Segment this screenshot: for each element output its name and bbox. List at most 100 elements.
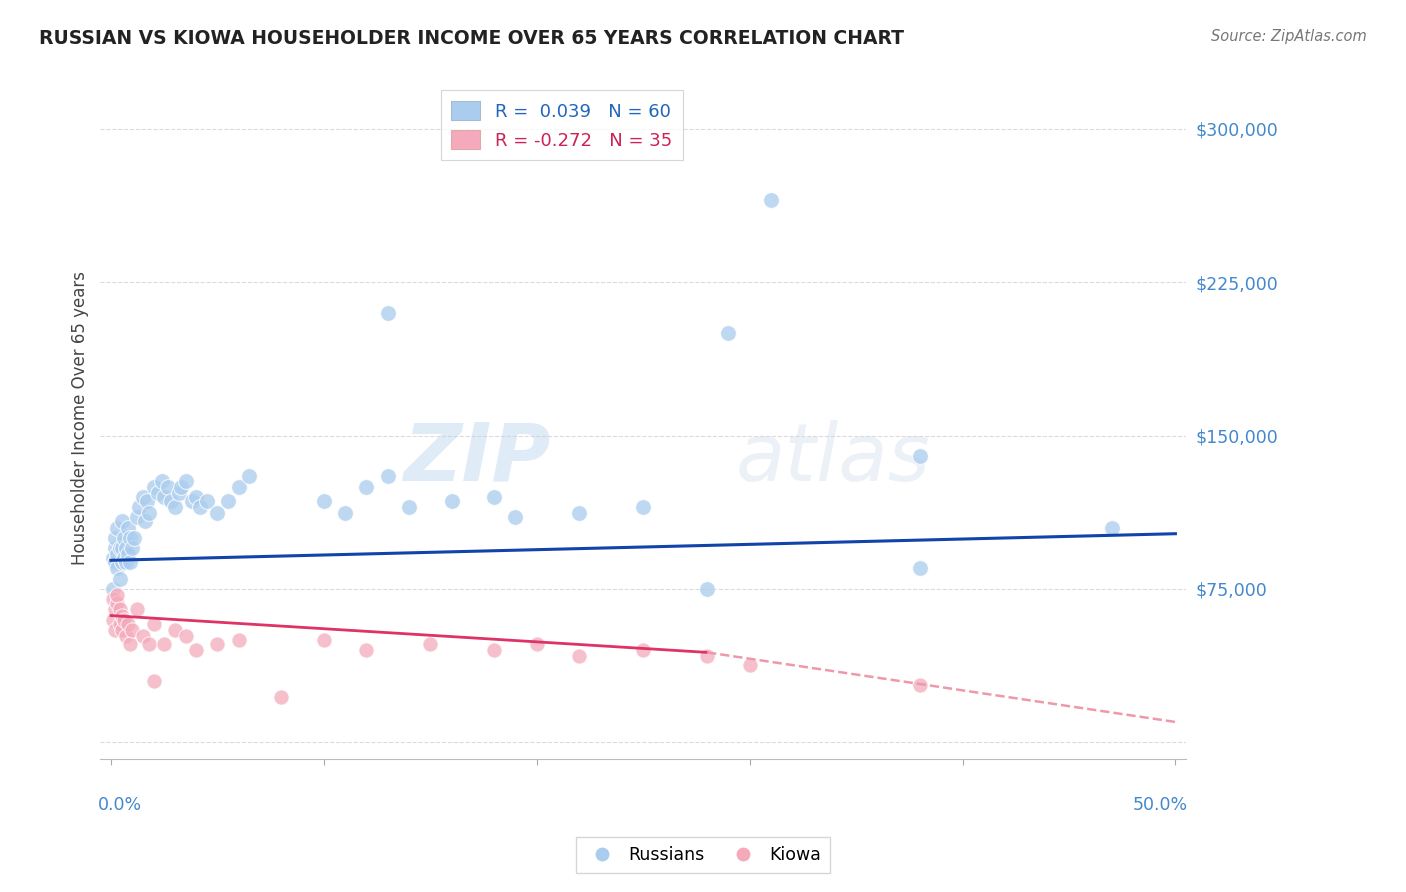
Point: [153, 637, 176, 651]
Point: [377, 306, 399, 320]
Point: [759, 193, 782, 207]
Point: [121, 541, 143, 555]
Point: [908, 678, 931, 692]
Text: Source: ZipAtlas.com: Source: ZipAtlas.com: [1211, 29, 1367, 44]
Point: [482, 490, 505, 504]
Point: [125, 602, 148, 616]
Point: [207, 506, 229, 520]
Text: atlas: atlas: [735, 420, 931, 498]
Point: [195, 494, 218, 508]
Point: [128, 500, 150, 515]
Point: [138, 637, 160, 651]
Point: [356, 643, 378, 657]
Point: [105, 596, 128, 610]
Point: [138, 506, 160, 520]
Point: [238, 469, 260, 483]
Point: [108, 616, 131, 631]
Point: [101, 551, 124, 566]
Point: [150, 474, 173, 488]
Point: [482, 643, 505, 657]
Point: [505, 510, 527, 524]
Point: [190, 500, 212, 515]
Point: [132, 490, 155, 504]
Point: [398, 500, 420, 515]
Text: 0.0%: 0.0%: [98, 797, 142, 814]
Point: [146, 485, 169, 500]
Point: [136, 494, 159, 508]
Point: [108, 602, 131, 616]
Y-axis label: Householder Income Over 65 years: Householder Income Over 65 years: [72, 271, 89, 566]
Point: [105, 588, 128, 602]
Point: [312, 494, 335, 508]
Point: [111, 608, 134, 623]
Point: [142, 673, 165, 688]
Text: ZIP: ZIP: [404, 420, 551, 498]
Point: [124, 531, 146, 545]
Point: [104, 602, 127, 616]
Point: [312, 633, 335, 648]
Point: [101, 592, 124, 607]
Point: [186, 643, 208, 657]
Point: [104, 623, 127, 637]
Point: [101, 582, 124, 596]
Point: [108, 541, 131, 555]
Point: [228, 480, 250, 494]
Point: [105, 561, 128, 575]
Point: [104, 531, 127, 545]
Point: [125, 510, 148, 524]
Point: [186, 490, 208, 504]
Point: [568, 649, 591, 664]
Point: [142, 480, 165, 494]
Legend: Russians, Kiowa: Russians, Kiowa: [576, 838, 830, 872]
Point: [111, 541, 134, 555]
Point: [163, 623, 186, 637]
Point: [631, 643, 654, 657]
Point: [120, 637, 142, 651]
Point: [440, 494, 463, 508]
Legend: R =  0.039   N = 60, R = -0.272   N = 35: R = 0.039 N = 60, R = -0.272 N = 35: [440, 90, 683, 161]
Point: [105, 547, 128, 561]
Point: [1101, 520, 1123, 534]
Point: [115, 629, 138, 643]
Point: [217, 494, 239, 508]
Point: [356, 480, 378, 494]
Point: [115, 541, 138, 555]
Point: [121, 623, 143, 637]
Point: [163, 500, 186, 515]
Point: [101, 613, 124, 627]
Point: [908, 449, 931, 463]
Point: [333, 506, 356, 520]
Point: [105, 520, 128, 534]
Point: [132, 629, 155, 643]
Point: [104, 541, 127, 555]
Point: [120, 555, 142, 569]
Point: [696, 649, 718, 664]
Point: [120, 531, 142, 545]
Point: [111, 623, 134, 637]
Point: [111, 555, 134, 569]
Point: [696, 582, 718, 596]
Point: [174, 474, 197, 488]
Point: [115, 555, 138, 569]
Point: [108, 572, 131, 586]
Point: [112, 613, 135, 627]
Point: [377, 469, 399, 483]
Text: RUSSIAN VS KIOWA HOUSEHOLDER INCOME OVER 65 YEARS CORRELATION CHART: RUSSIAN VS KIOWA HOUSEHOLDER INCOME OVER…: [39, 29, 904, 47]
Point: [112, 551, 135, 566]
Point: [153, 490, 176, 504]
Point: [180, 494, 202, 508]
Point: [207, 637, 229, 651]
Point: [167, 485, 190, 500]
Text: 50.0%: 50.0%: [1133, 797, 1188, 814]
Point: [170, 480, 193, 494]
Point: [117, 547, 139, 561]
Point: [104, 555, 127, 569]
Point: [174, 629, 197, 643]
Point: [738, 657, 761, 672]
Point: [111, 515, 134, 529]
Point: [631, 500, 654, 515]
Point: [117, 616, 139, 631]
Point: [157, 480, 180, 494]
Point: [228, 633, 250, 648]
Point: [112, 531, 135, 545]
